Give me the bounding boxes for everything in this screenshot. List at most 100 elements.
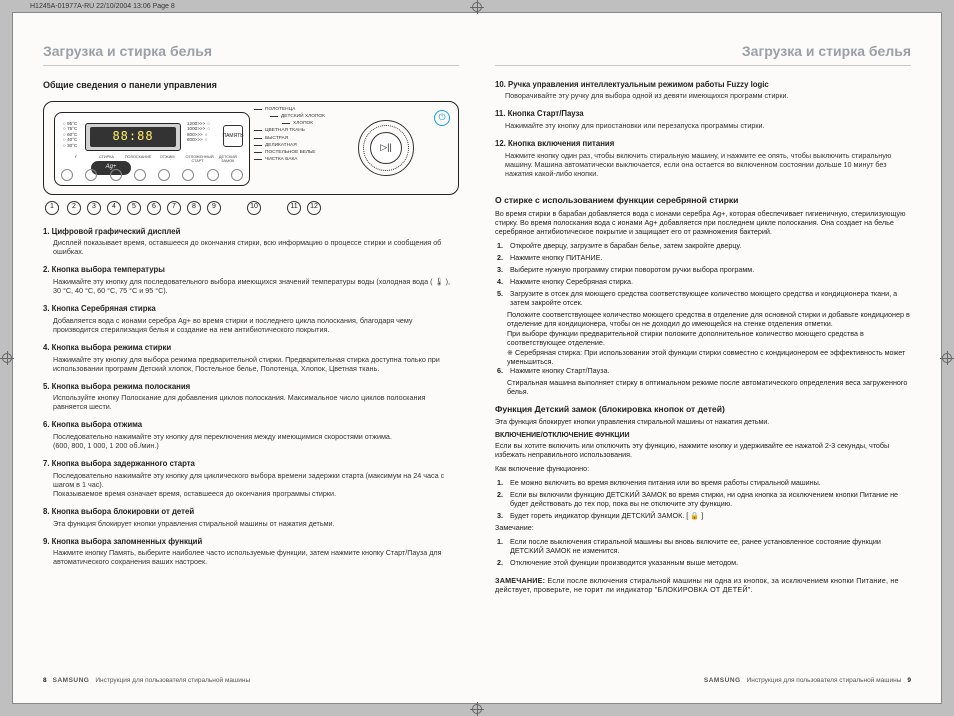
list-item: 6.Нажмите кнопку Старт/Пауза. xyxy=(497,366,911,375)
left-page: Загрузка и стирка белья Общие сведения о… xyxy=(43,43,459,685)
play-pause-icon: ▷|| xyxy=(370,132,402,164)
panel-button xyxy=(207,169,219,181)
item-head: 7. Кнопка выбора задержанного старта xyxy=(43,459,459,469)
spin-indicators: 1200>>> 1000>>> 800>>> 600>>> xyxy=(187,121,210,143)
item-head: 12. Кнопка включения питания xyxy=(495,139,911,149)
manual-spread: Загрузка и стирка белья Общие сведения о… xyxy=(12,12,942,704)
callout-circle: 5 xyxy=(127,201,141,215)
item-head: 8. Кнопка выбора блокировки от детей xyxy=(43,507,459,517)
item-body: (600, 800, 1 000, 1 200 об./мин.) xyxy=(43,441,459,450)
list-item: 3.Будет гореть индикатор функции ДЕТСКИЙ… xyxy=(497,511,911,520)
panel-buttons-row xyxy=(61,169,243,181)
callout-circle: 6 xyxy=(147,201,161,215)
list-item-extra: При выборе функции предварительной стирк… xyxy=(497,329,911,347)
power-icon: ⏻ xyxy=(434,110,450,126)
button-labels: t° СТИРКА ПОЛОСКАНИЕ ОТЖИМ ОТЛОЖЕННЫЙ СТ… xyxy=(61,155,243,164)
callout-circle: 12 xyxy=(307,201,321,215)
item-body: Эта функция блокирует кнопки управления … xyxy=(43,519,459,528)
item-body: Нажимайте эту кнопку для выбора режима п… xyxy=(43,355,459,373)
panel-button xyxy=(134,169,146,181)
callout-circle: 11 xyxy=(287,201,301,215)
brand-label: SAMSUNG xyxy=(704,677,741,685)
item-body: Добавляется вода с ионами серебра Ag+ во… xyxy=(43,316,459,334)
list-item-extra: ※ Серебряная стирка: При использовании э… xyxy=(497,348,911,366)
list-item: 1.Откройте дверцу, загрузите в барабан б… xyxy=(497,241,911,250)
item-head: 2. Кнопка выбора температуры xyxy=(43,265,459,275)
temp-indicators: 95°C 75°C 60°C 40°C 30°C xyxy=(63,121,77,149)
callout-numbers: 1 2 3 4 5 6 7 8 9 10 11 12 xyxy=(43,201,459,215)
footer-text: Инструкция для пользователя стиральной м… xyxy=(95,677,250,685)
section-heading: Функция Детский замок (блокировка кнопок… xyxy=(495,404,911,415)
list-item: 1.Ее можно включить во время включения п… xyxy=(497,478,911,487)
item-body: Используйте кнопку Полоскание для добавл… xyxy=(43,393,459,411)
item-head: 11. Кнопка Старт/Пауза xyxy=(495,109,911,119)
left-items-list: 1. Цифровой графический дисплейДисплей п… xyxy=(43,227,459,576)
list-item: 2.Отключение этой функции производится у… xyxy=(497,558,911,567)
crop-mark xyxy=(470,0,484,14)
callout-circle: 8 xyxy=(187,201,201,215)
item-head: 10. Ручка управления интеллектуальным ре… xyxy=(495,80,911,90)
page-outer: H1245A-01977A-RU 22/10/2004 13:06 Page 8… xyxy=(0,0,954,716)
callout-circle: 10 xyxy=(247,201,261,215)
item-body: Нажмите кнопку один раз, чтобы включить … xyxy=(495,151,911,178)
list-item: 2.Нажмите кнопку ПИТАНИЕ. xyxy=(497,253,911,262)
childlock-notes-list: 1.Если после выключения стиральной машин… xyxy=(495,537,911,570)
callout-circle: 9 xyxy=(207,201,221,215)
list-item-extra: Положите соответствующее количество моющ… xyxy=(497,310,911,328)
list-item-extra: Стиральная машина выполняет стирку в опт… xyxy=(497,378,911,396)
item: 1. Цифровой графический дисплейДисплей п… xyxy=(43,227,459,257)
item: 8. Кнопка выбора блокировки от детей Эта … xyxy=(43,507,459,528)
brand-label: SAMSUNG xyxy=(53,677,90,685)
item-body: Нажимайте эту кнопку для последовательно… xyxy=(43,277,459,295)
childlock-toggle-body: Если вы хотите включить или отключить эт… xyxy=(495,441,911,459)
control-panel-diagram: 95°C 75°C 60°C 40°C 30°C 88:88 1200>>> 1… xyxy=(43,101,459,195)
item-body: Показываемое время означает время, остав… xyxy=(43,489,459,498)
item: 9. Кнопка выбора запомненных функцийНажм… xyxy=(43,537,459,567)
item-body: Последовательно нажимайте эту кнопку для… xyxy=(43,471,459,489)
page-number: 8 xyxy=(43,677,47,685)
childlock-toggle-head: ВКЛЮЧЕНИЕ/ОТКЛЮЧЕНИЕ ФУНКЦИИ xyxy=(495,432,911,441)
childlock-note-head: Замечание: xyxy=(495,523,911,532)
digital-display: 88:88 xyxy=(85,123,181,151)
memory-button: ПАМЯТЬ xyxy=(223,125,243,147)
final-note: ЗАМЕЧАНИЕ: Если после включения стиральн… xyxy=(495,576,911,594)
panel-button xyxy=(231,169,243,181)
item: 7. Кнопка выбора задержанного старта Посл… xyxy=(43,459,459,498)
inner-panel: 95°C 75°C 60°C 40°C 30°C 88:88 1200>>> 1… xyxy=(54,112,250,186)
panel-button xyxy=(61,169,73,181)
item: 6. Кнопка выбора отжимаПоследовательно н… xyxy=(43,420,459,450)
page-title: Загрузка и стирка белья xyxy=(43,43,459,66)
panel-button xyxy=(158,169,170,181)
item: 11. Кнопка Старт/Пауза Нажимайте эту кноп… xyxy=(495,109,911,130)
item: 2. Кнопка выбора температуры Нажимайте эт… xyxy=(43,265,459,295)
item-head: 5. Кнопка выбора режима полоскания xyxy=(43,382,459,392)
page-number: 9 xyxy=(907,677,911,685)
item-head: 4. Кнопка выбора режима стирки xyxy=(43,343,459,353)
panel-button xyxy=(110,169,122,181)
callout-circle: 3 xyxy=(87,201,101,215)
print-meta: H1245A-01977A-RU 22/10/2004 13:06 Page 8 xyxy=(30,3,175,10)
panel-button xyxy=(182,169,194,181)
crop-mark xyxy=(470,702,484,716)
list-item: 3.Выберите нужную программу стирки повор… xyxy=(497,265,911,274)
item: 3. Кнопка Серебряная стирка Добавляется в… xyxy=(43,304,459,334)
callout-circle: 2 xyxy=(67,201,81,215)
crop-mark xyxy=(0,351,14,365)
final-note-label: ЗАМЕЧАНИЕ: xyxy=(495,576,545,585)
callout-circle: 1 xyxy=(45,201,59,215)
item: 12. Кнопка включения питания Нажмите кноп… xyxy=(495,139,911,178)
silver-steps-list: 1.Откройте дверцу, загрузите в барабан б… xyxy=(495,241,911,396)
program-labels: ПОЛОТЕНЦА ДЕТСКИЙ ХЛОПОК ХЛОПОК ЦВЕТНАЯ … xyxy=(254,106,325,164)
final-note-body: Если после включения стиральной машины н… xyxy=(495,576,899,594)
item-head: 3. Кнопка Серебряная стирка xyxy=(43,304,459,314)
footer-text: Инструкция для пользователя стиральной м… xyxy=(747,677,902,685)
list-item: 5.Загрузите в отсек для моющего средства… xyxy=(497,289,911,307)
item-body: Поворачивайте эту ручку для выбора одной… xyxy=(495,91,911,100)
page-title: Загрузка и стирка белья xyxy=(495,43,911,66)
section-intro: Во время стирки в барабан добавляется во… xyxy=(495,209,911,236)
list-item: 4.Нажмите кнопку Серебряная стирка. xyxy=(497,277,911,286)
item-head: 9. Кнопка выбора запомненных функций xyxy=(43,537,459,547)
crop-mark xyxy=(940,351,954,365)
item: 4. Кнопка выбора режима стирки Нажимайте … xyxy=(43,343,459,373)
item-body: Нажимайте эту кнопку для приостановки ил… xyxy=(495,121,911,130)
